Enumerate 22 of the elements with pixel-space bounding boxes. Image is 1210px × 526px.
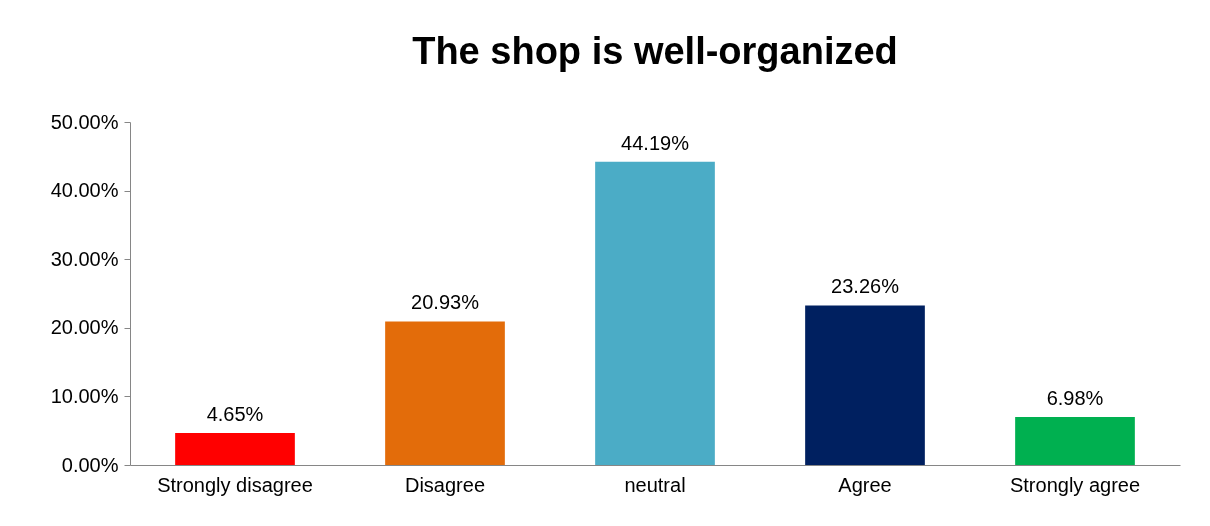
x-tick-label: Disagree [404, 473, 486, 496]
data-label: 20.93% [411, 291, 480, 314]
x-tick-label: Agree [838, 473, 892, 496]
y-tick-label: 10.00% [50, 384, 119, 407]
bar [805, 305, 925, 465]
data-label: 44.19% [621, 131, 690, 154]
y-tick-label: 50.00% [50, 110, 119, 133]
x-tick-label: Strongly disagree [157, 473, 313, 496]
bar [175, 433, 295, 465]
bar [1015, 417, 1135, 465]
y-tick-label: 20.00% [50, 316, 119, 339]
y-tick-label: 30.00% [50, 247, 119, 270]
y-tick-label: 40.00% [50, 179, 119, 202]
chart-title: The shop is well-organized [412, 30, 898, 72]
y-tick-label: 0.00% [61, 453, 119, 476]
bar [385, 321, 505, 465]
data-label: 23.26% [831, 275, 900, 298]
data-label: 4.65% [206, 403, 264, 426]
x-tick-label: Strongly agree [1009, 473, 1141, 496]
data-label: 6.98% [1046, 387, 1104, 410]
bar [595, 161, 715, 465]
x-tick-label: neutral [624, 473, 686, 496]
